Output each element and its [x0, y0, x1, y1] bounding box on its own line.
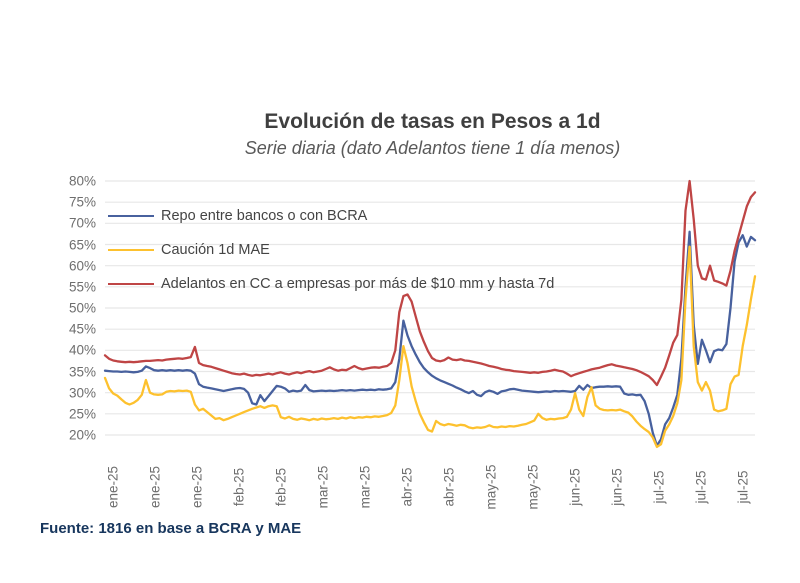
y-tick-label: 55%: [68, 279, 96, 295]
y-tick-label: 50%: [68, 300, 96, 316]
y-tick-label: 70%: [68, 215, 96, 231]
y-tick-label: 35%: [68, 364, 96, 379]
x-tick-label: feb-25: [273, 467, 289, 507]
y-tick-label: 25%: [68, 406, 96, 422]
y-tick-label: 60%: [68, 258, 96, 274]
legend-item-adelantos: Adelantos en CC a empresas por más de $1…: [108, 267, 554, 301]
y-tick-label: 20%: [68, 427, 96, 443]
legend-label-repo: Repo entre bancos o con BCRA: [161, 208, 368, 224]
x-tick-label: mar-25: [315, 465, 331, 509]
legend-line-sample-repo: [108, 215, 154, 217]
x-tick-label: jun-25: [609, 468, 625, 506]
x-tick-label: mar-25: [357, 465, 373, 509]
x-tick-label: ene-25: [105, 465, 121, 509]
gridlines: [105, 180, 755, 436]
series-line-adelantos-en-cc-a-empres: [103, 179, 757, 387]
x-tick-label: feb-25: [231, 467, 247, 507]
x-tick-label: may-25: [525, 464, 541, 510]
x-tick-label: may-25: [483, 464, 499, 510]
x-tick-label: abr-25: [399, 467, 415, 507]
series-line-cauci-n-1d-mae: [103, 245, 757, 449]
legend-label-adelantos: Adelantos en CC a empresas por más de $1…: [161, 276, 555, 292]
legend-item-caucion: Caución 1d MAE: [108, 233, 554, 267]
legend-line-sample-caucion: [108, 249, 154, 251]
y-tick-label: 40%: [68, 342, 96, 358]
y-tick-label: 80%: [68, 173, 96, 189]
y-tick-label: 75%: [68, 194, 96, 210]
x-tick-label: jun-25: [567, 468, 583, 506]
x-tick-label: abr-25: [441, 467, 457, 507]
x-tick-label: jul-25: [735, 470, 751, 504]
x-tick-label: ene-25: [189, 465, 205, 509]
y-tick-label: 65%: [68, 237, 96, 252]
chart-title: Evolución de tasas en Pesos a 1d: [264, 110, 601, 133]
y-tick-label: 45%: [68, 321, 96, 337]
legend: Repo entre bancos o con BCRA Caución 1d …: [108, 199, 554, 301]
series-line-repo-entre-bancos-o-con-: [103, 230, 757, 447]
source-note: Fuente: 1816 en base a BCRA y MAE: [40, 520, 302, 537]
legend-line-sample-adelantos: [108, 283, 154, 285]
x-tick-label: jul-25: [651, 470, 667, 504]
y-tick-label: 30%: [68, 385, 96, 401]
legend-label-caucion: Caución 1d MAE: [161, 242, 270, 258]
x-tick-label: jul-25: [693, 470, 709, 504]
chart-subtitle: Serie diaria (dato Adelantos tiene 1 día…: [244, 138, 621, 158]
x-tick-label: ene-25: [147, 465, 163, 509]
legend-item-repo: Repo entre bancos o con BCRA: [108, 199, 554, 233]
